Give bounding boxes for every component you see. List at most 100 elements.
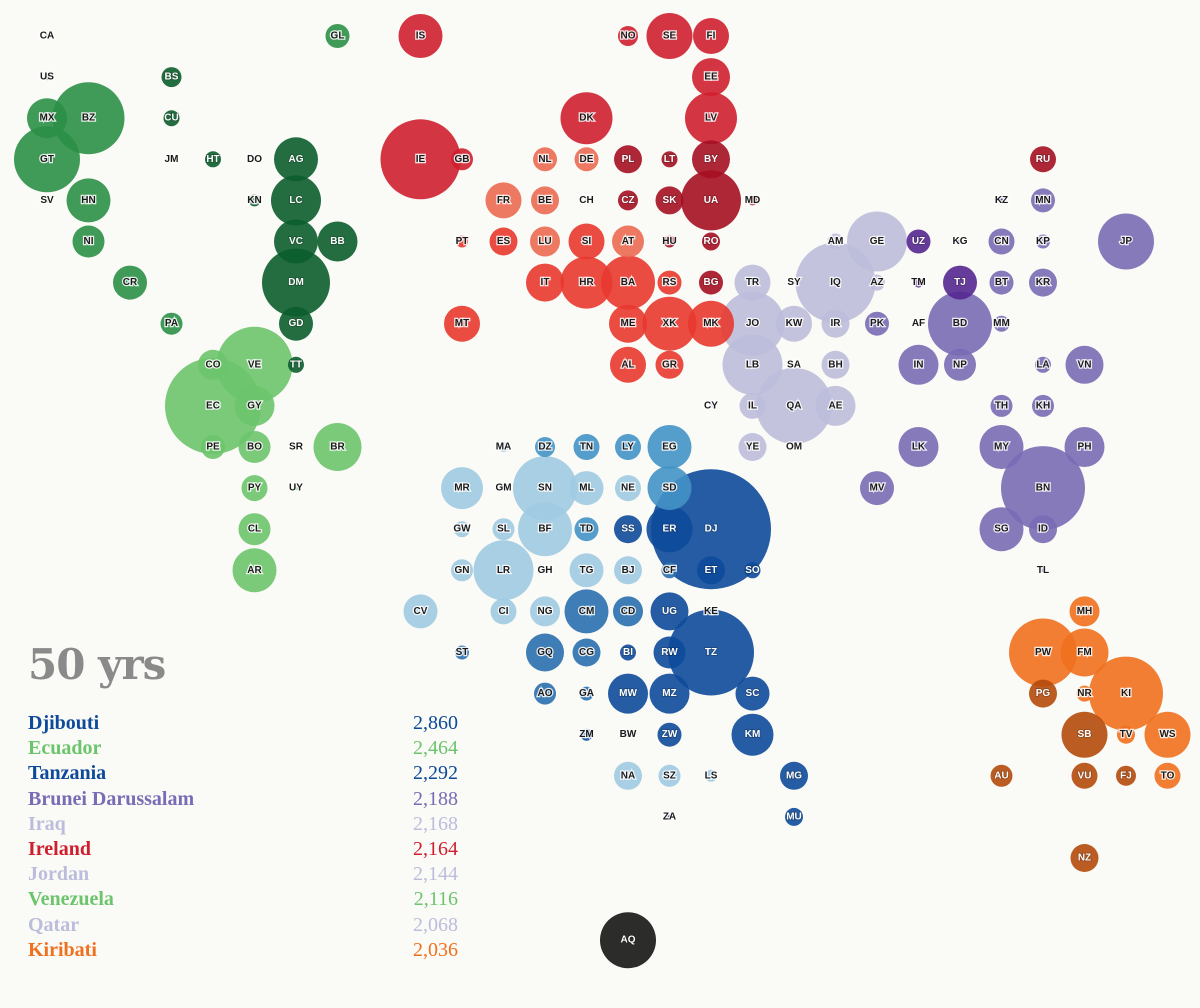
- bubble-pl[interactable]: [614, 145, 642, 174]
- bubble-it[interactable]: [526, 263, 564, 302]
- bubble-kw[interactable]: [776, 305, 812, 342]
- bubble-tt[interactable]: [288, 356, 304, 373]
- bubble-ws[interactable]: [1144, 711, 1191, 758]
- bubble-gb[interactable]: [451, 148, 473, 171]
- bubble-kz[interactable]: [999, 198, 1004, 203]
- bubble-ne[interactable]: [615, 475, 641, 502]
- bubble-py[interactable]: [241, 475, 268, 502]
- bubble-ly[interactable]: [615, 434, 641, 460]
- bubble-nr[interactable]: [1076, 685, 1093, 702]
- bubble-dz[interactable]: [535, 437, 555, 457]
- bubble-tl[interactable]: [1041, 568, 1045, 573]
- bubble-es[interactable]: [489, 227, 518, 256]
- bubble-mh[interactable]: [1069, 596, 1100, 627]
- ranking-row-2[interactable]: Ecuador 2,464: [28, 737, 458, 762]
- bubble-mn[interactable]: [1031, 188, 1055, 213]
- bubble-mx[interactable]: [27, 98, 67, 139]
- bubble-xk[interactable]: [642, 296, 697, 351]
- bubble-tr[interactable]: [734, 264, 771, 301]
- bubble-in[interactable]: [898, 344, 939, 385]
- bubble-bg[interactable]: [699, 270, 723, 295]
- bubble-lt[interactable]: [661, 151, 678, 168]
- bubble-ma[interactable]: [498, 442, 509, 452]
- bubble-ru[interactable]: [1030, 146, 1056, 173]
- bubble-fm[interactable]: [1060, 628, 1109, 677]
- bubble-tm[interactable]: [913, 277, 924, 288]
- bubble-np[interactable]: [944, 348, 976, 381]
- ranking-row-3[interactable]: Tanzania 2,292: [28, 762, 458, 787]
- bubble-mr[interactable]: [441, 467, 483, 510]
- bubble-co[interactable]: [198, 349, 228, 380]
- ranking-row-5[interactable]: Iraq 2,168: [28, 813, 458, 838]
- bubble-cg[interactable]: [572, 638, 601, 667]
- bubble-kh[interactable]: [1032, 394, 1054, 417]
- ranking-row-7[interactable]: Jordan 2,144: [28, 863, 458, 888]
- bubble-no[interactable]: [618, 26, 638, 46]
- bubble-mg[interactable]: [780, 761, 808, 790]
- bubble-bj[interactable]: [614, 556, 642, 585]
- bubble-gn[interactable]: [451, 559, 473, 582]
- bubble-mz[interactable]: [649, 673, 690, 714]
- bubble-sz[interactable]: [658, 764, 681, 787]
- bubble-bb[interactable]: [317, 221, 358, 262]
- bubble-ga[interactable]: [579, 686, 594, 701]
- bubble-km[interactable]: [731, 713, 774, 756]
- bubble-cu[interactable]: [163, 110, 180, 127]
- bubble-fi[interactable]: [693, 18, 729, 54]
- bubble-so[interactable]: [744, 562, 761, 579]
- bubble-lk[interactable]: [898, 427, 939, 467]
- bubble-hn[interactable]: [66, 178, 111, 223]
- bubble-sy[interactable]: [792, 280, 796, 285]
- bubble-ar[interactable]: [232, 548, 277, 593]
- bubble-eg[interactable]: [647, 425, 692, 469]
- bubble-qa[interactable]: [756, 367, 832, 444]
- ranking-row-8[interactable]: Venezuela 2,116: [28, 888, 458, 913]
- bubble-hr[interactable]: [560, 256, 613, 309]
- bubble-bh[interactable]: [821, 350, 850, 379]
- bubble-tn[interactable]: [573, 434, 600, 460]
- bubble-pw[interactable]: [1009, 618, 1077, 687]
- bubble-id[interactable]: [1029, 515, 1057, 544]
- bubble-sc[interactable]: [735, 676, 770, 711]
- bubble-kp[interactable]: [1036, 234, 1050, 249]
- bubble-my[interactable]: [979, 425, 1024, 469]
- bubble-bd[interactable]: [928, 291, 992, 356]
- bubble-ae[interactable]: [815, 385, 856, 426]
- bubble-sr[interactable]: [294, 445, 298, 449]
- bubble-ve[interactable]: [216, 326, 293, 403]
- bubble-ua[interactable]: [681, 170, 741, 231]
- ranking-row-1[interactable]: Djibouti 2,860: [28, 712, 458, 737]
- bubble-cd[interactable]: [613, 596, 643, 627]
- bubble-sl[interactable]: [492, 518, 515, 541]
- bubble-lu[interactable]: [530, 226, 560, 257]
- bubble-bf[interactable]: [518, 502, 572, 557]
- bubble-gw[interactable]: [454, 521, 470, 538]
- bubble-uy[interactable]: [294, 486, 298, 491]
- bubble-na[interactable]: [614, 761, 642, 790]
- bubble-fj[interactable]: [1116, 765, 1136, 786]
- bubble-lb[interactable]: [722, 334, 783, 395]
- ranking-row-4[interactable]: Brunei Darussalam 2,188: [28, 788, 458, 813]
- bubble-by[interactable]: [692, 140, 730, 179]
- bubble-cm[interactable]: [564, 589, 609, 634]
- bubble-kr[interactable]: [1029, 268, 1057, 297]
- bubble-tj[interactable]: [943, 265, 977, 300]
- bubble-td[interactable]: [574, 517, 599, 542]
- bubble-nl[interactable]: [533, 147, 557, 172]
- bubble-to[interactable]: [1154, 762, 1181, 789]
- bubble-cz[interactable]: [618, 190, 638, 211]
- bubble-uz[interactable]: [906, 229, 931, 254]
- bubble-il[interactable]: [739, 392, 766, 419]
- bubble-cl[interactable]: [238, 513, 271, 546]
- bubble-ug[interactable]: [650, 592, 689, 631]
- bubble-cf[interactable]: [661, 562, 678, 579]
- bubble-cy[interactable]: [709, 403, 713, 408]
- bubble-sg[interactable]: [979, 507, 1024, 552]
- bubble-sv[interactable]: [45, 198, 49, 203]
- bubble-bn[interactable]: [1001, 446, 1085, 531]
- bubble-dm[interactable]: [262, 248, 330, 317]
- bubble-pe[interactable]: [201, 435, 225, 459]
- bubble-zm[interactable]: [580, 728, 593, 741]
- bubble-mv[interactable]: [860, 471, 894, 506]
- bubble-br[interactable]: [313, 423, 362, 471]
